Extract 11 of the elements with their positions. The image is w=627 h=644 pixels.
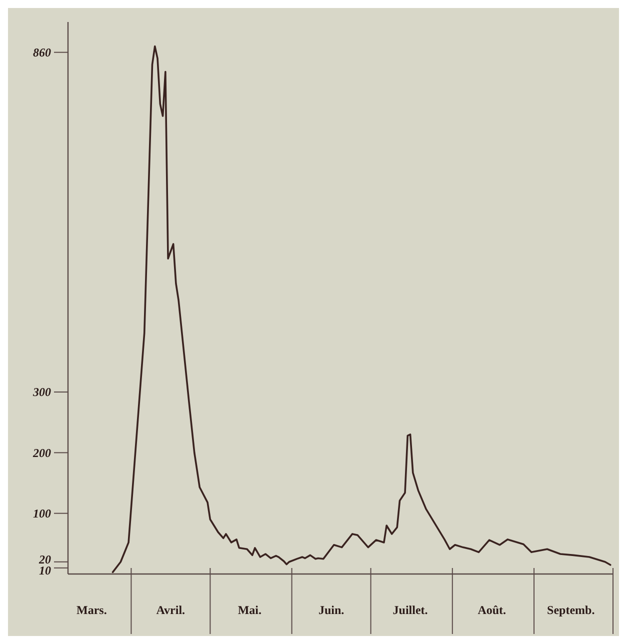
x-tick-label: Mars. — [76, 603, 107, 617]
x-tick-label: Juillet. — [392, 603, 428, 617]
y-tick-label: 100 — [33, 506, 51, 521]
y-tick-label: 300 — [32, 385, 51, 400]
y-tick-label: 200 — [32, 446, 51, 460]
x-tick-label: Juin. — [318, 603, 344, 617]
x-tick-label: Septemb. — [547, 603, 595, 617]
x-tick-label: Août. — [478, 603, 506, 617]
x-tick-label: Avril. — [156, 603, 186, 617]
x-tick-label: Mai. — [238, 603, 262, 617]
y-tick-label: 860 — [33, 46, 51, 60]
